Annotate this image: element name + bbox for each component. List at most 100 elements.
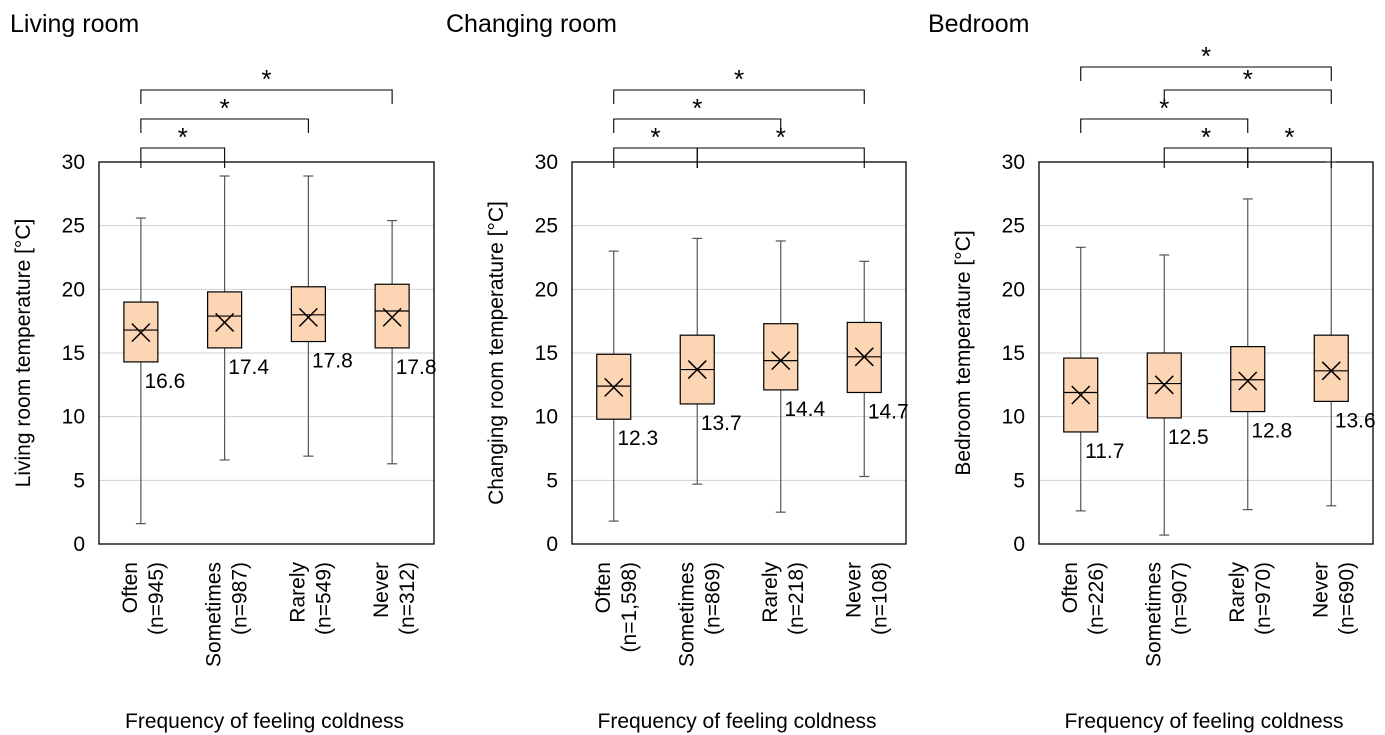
box-never: 13.6 Never (n=690): [1309, 161, 1376, 635]
panel-0: Living room 0 5 10 15 20 25 30 Living room tempe…: [10, 10, 437, 733]
y-tick-label: 30: [535, 151, 558, 174]
significance-star: *: [261, 64, 271, 94]
x-axis-label: Frequency of feeling coldness: [125, 710, 404, 733]
y-tick-label: 15: [1002, 342, 1025, 365]
box-rarely: 12.8 Rarely (n=970): [1226, 198, 1292, 635]
significance-bracket: *: [613, 122, 698, 168]
significance-bracket: *: [1163, 122, 1249, 168]
box-rarely: 17.8 Rarely (n=549): [286, 175, 353, 635]
mean-marker: [1238, 371, 1258, 391]
mean-marker: [1321, 361, 1341, 381]
mean-label: 12.3: [617, 427, 658, 450]
y-tick-label: 30: [62, 151, 85, 174]
category-label: Sometimes: [675, 562, 698, 667]
y-tick-label: 5: [1013, 469, 1025, 492]
panel-title: Changing room: [446, 10, 617, 38]
mean-label: 14.7: [868, 400, 909, 423]
y-tick-label: 5: [546, 469, 558, 492]
mean-label: 17.4: [228, 356, 269, 379]
iqr-box: [1230, 346, 1266, 413]
significance-star: *: [1201, 41, 1211, 71]
plot-area: [1038, 161, 1374, 545]
mean-label: 16.6: [144, 370, 185, 393]
category-label: Often: [1059, 562, 1082, 613]
significance-star: *: [734, 64, 744, 94]
mean-label: 14.4: [784, 398, 825, 421]
y-tick-label: 30: [1002, 151, 1025, 174]
significance-bracket: *: [1080, 41, 1332, 81]
significance-bracket: *: [1247, 122, 1332, 168]
significance-star: *: [220, 93, 230, 123]
category-n-label: (n=1,598): [618, 562, 641, 652]
box-sometimes: 17.4 Sometimes (n=987): [203, 175, 269, 667]
category-label: Rarely: [1226, 562, 1249, 623]
iqr-box: [763, 323, 799, 391]
box-sometimes: 13.7 Sometimes (n=869): [675, 237, 742, 667]
category-label: Rarely: [286, 562, 309, 623]
significance-bracket: *: [613, 93, 782, 133]
box-often: 16.6 Often (n=945): [119, 217, 185, 635]
box-often: 12.3 Often (n=1,598): [592, 250, 658, 652]
significance-bracket: *: [140, 122, 226, 168]
category-n-label: (n=869): [701, 562, 724, 635]
category-n-label: (n=312): [396, 562, 419, 635]
significance-bracket: *: [696, 122, 865, 168]
category-label: Sometimes: [1142, 562, 1165, 667]
category-label: Never: [842, 562, 865, 618]
mean-marker: [854, 347, 874, 367]
category-label: Often: [592, 562, 615, 613]
category-n-label: (n=690): [1335, 562, 1358, 635]
panel-2: Bedroom 0 5 10 15 20 25 30 Bedroom temperature […: [928, 10, 1376, 733]
mean-marker: [131, 323, 151, 343]
mean-marker: [298, 307, 318, 327]
significance-star: *: [776, 122, 786, 152]
significance-bracket: *: [1080, 93, 1249, 133]
panel-1: Changing room 0 5 10 15 20 25 30 Changing room t…: [446, 10, 909, 733]
y-axis-label: Changing room temperature [°C]: [485, 201, 508, 505]
y-tick-label: 15: [535, 342, 558, 365]
y-tick-label: 20: [535, 278, 558, 301]
x-axis-label: Frequency of feeling coldness: [598, 710, 877, 733]
y-tick-label: 20: [1002, 278, 1025, 301]
mean-label: 13.7: [701, 412, 742, 435]
significance-star: *: [1284, 122, 1294, 152]
mean-label: 17.8: [312, 350, 353, 373]
box-sometimes: 12.5 Sometimes (n=907): [1142, 254, 1209, 667]
category-n-label: (n=226): [1085, 562, 1108, 635]
y-tick-label: 0: [73, 533, 85, 556]
mean-marker: [604, 377, 624, 397]
category-n-label: (n=970): [1252, 562, 1275, 635]
mean-marker: [687, 360, 707, 380]
significance-bracket: *: [140, 64, 393, 104]
mean-marker: [1071, 385, 1091, 405]
iqr-box: [1313, 334, 1349, 402]
iqr-box: [290, 286, 326, 343]
plot-area: [571, 161, 907, 545]
y-tick-label: 0: [546, 533, 558, 556]
y-tick-label: 5: [73, 469, 85, 492]
significance-star: *: [1201, 122, 1211, 152]
category-label: Never: [370, 562, 393, 618]
category-n-label: (n=549): [312, 562, 335, 635]
y-tick-label: 20: [62, 278, 85, 301]
plot-area: [98, 161, 435, 545]
category-n-label: (n=218): [785, 562, 808, 635]
category-n-label: (n=907): [1168, 562, 1191, 635]
box-never: 17.8 Never (n=312): [370, 219, 437, 635]
y-tick-label: 25: [1002, 215, 1025, 238]
mean-label: 12.8: [1251, 420, 1292, 443]
mean-label: 11.7: [1085, 440, 1124, 463]
y-axis-label: Bedroom temperature [°C]: [952, 230, 975, 475]
category-label: Rarely: [759, 562, 782, 623]
significance-star: *: [650, 122, 660, 152]
panel-title: Bedroom: [928, 10, 1029, 38]
mean-label: 13.6: [1335, 409, 1376, 432]
mean-marker: [771, 351, 791, 371]
significance-star: *: [1243, 64, 1253, 94]
box-rarely: 14.4 Rarely (n=218): [759, 240, 826, 635]
category-n-label: (n=108): [868, 562, 891, 635]
y-tick-label: 25: [62, 215, 85, 238]
y-tick-label: 10: [535, 406, 558, 429]
significance-star: *: [692, 93, 702, 123]
